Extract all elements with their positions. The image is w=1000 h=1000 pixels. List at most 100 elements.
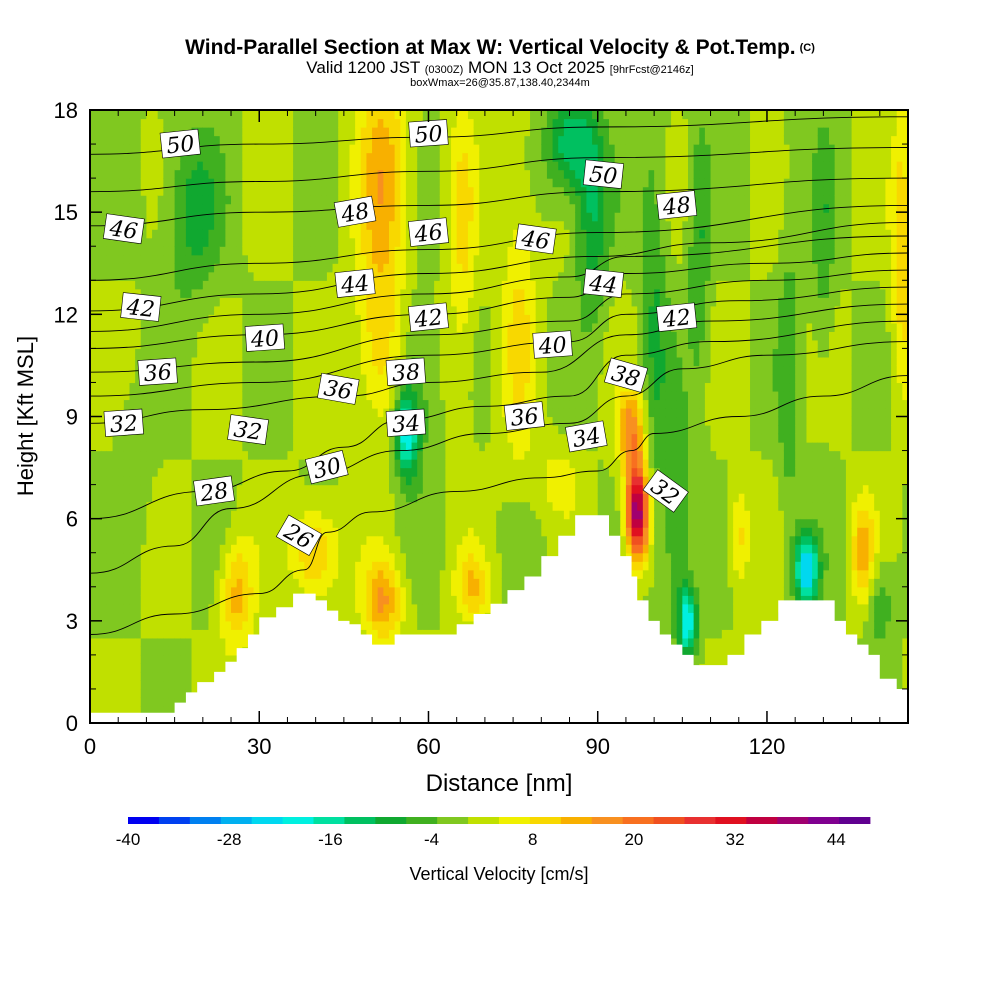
w-cell (152, 220, 159, 230)
w-cell (219, 118, 226, 128)
w-cell (467, 161, 475, 171)
w-cell (394, 152, 401, 162)
w-cell (287, 144, 294, 154)
w-cell (349, 144, 356, 154)
w-cell (135, 476, 142, 486)
w-cell (377, 586, 384, 596)
w-cell (388, 254, 396, 264)
w-cell (174, 595, 181, 605)
w-cell (90, 118, 97, 128)
w-cell (163, 127, 170, 137)
w-cell (174, 569, 181, 579)
w-cell (174, 237, 181, 247)
w-cell (349, 305, 356, 315)
w-cell (208, 365, 215, 375)
w-cell (456, 501, 463, 511)
w-cell (343, 442, 351, 452)
w-cell (434, 271, 441, 281)
w-cell (388, 331, 396, 341)
w-cell (135, 442, 142, 452)
w-cell (135, 254, 142, 264)
w-cell (338, 442, 345, 452)
w-cell (129, 493, 136, 503)
w-cell (287, 510, 294, 520)
w-cell (310, 271, 317, 281)
w-cell (270, 212, 277, 222)
w-cell (112, 527, 119, 537)
w-cell (445, 110, 452, 120)
w-cell (157, 195, 164, 205)
w-cell (473, 399, 480, 409)
w-cell (276, 569, 283, 579)
w-cell (462, 271, 469, 281)
w-cell (214, 646, 221, 656)
w-cell (293, 246, 300, 256)
w-cell (123, 697, 131, 707)
w-cell (411, 297, 418, 307)
w-cell (372, 484, 379, 494)
w-cell (298, 144, 305, 154)
w-cell (388, 476, 396, 486)
w-cell (400, 578, 407, 588)
w-cell (372, 450, 379, 460)
w-cell (388, 612, 396, 622)
w-cell (135, 373, 142, 384)
w-cell (332, 433, 339, 443)
w-cell (473, 442, 480, 452)
w-cell (422, 152, 430, 162)
w-cell (304, 561, 311, 571)
w-cell (202, 399, 210, 409)
w-cell (360, 118, 368, 128)
w-cell (411, 612, 418, 622)
w-cell (343, 127, 351, 137)
w-cell (326, 229, 334, 239)
w-cell (123, 433, 131, 443)
w-cell (202, 339, 210, 349)
w-cell (326, 416, 334, 426)
w-cell (372, 527, 379, 537)
w-cell (264, 612, 272, 622)
w-cell (473, 416, 480, 426)
w-cell (264, 450, 272, 460)
w-cell (326, 297, 334, 307)
w-cell (231, 365, 238, 375)
w-cell (118, 535, 125, 545)
w-cell (135, 433, 142, 443)
w-cell (405, 297, 413, 307)
w-cell (95, 518, 102, 528)
w-cell (180, 484, 187, 494)
w-cell (214, 569, 221, 579)
w-cell (451, 305, 458, 315)
w-cell (174, 663, 181, 673)
w-cell (366, 263, 373, 273)
w-cell (146, 331, 153, 341)
w-cell (445, 373, 452, 384)
w-cell (140, 620, 148, 630)
w-cell (231, 569, 238, 579)
w-cell (332, 493, 339, 503)
w-cell (445, 459, 452, 469)
w-cell (270, 501, 277, 511)
w-cell (411, 510, 418, 520)
w-cell (411, 433, 418, 443)
w-cell (152, 595, 159, 605)
w-cell (377, 348, 384, 358)
w-cell (191, 467, 198, 477)
w-cell (366, 152, 373, 162)
w-cell (332, 510, 339, 520)
w-cell (180, 152, 187, 162)
w-cell (253, 195, 260, 205)
w-cell (157, 493, 164, 503)
w-cell (428, 339, 435, 349)
w-cell (231, 637, 238, 647)
w-cell (456, 569, 463, 579)
w-cell (191, 518, 198, 528)
w-cell (304, 493, 311, 503)
w-cell (462, 612, 469, 622)
w-cell (462, 246, 469, 256)
w-cell (287, 220, 294, 230)
w-cell (242, 552, 249, 562)
w-cell (174, 416, 181, 426)
w-cell (157, 339, 164, 349)
w-cell (185, 527, 193, 537)
